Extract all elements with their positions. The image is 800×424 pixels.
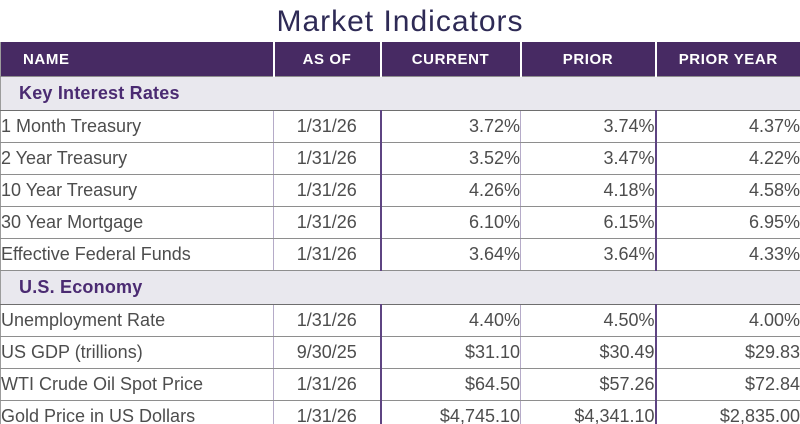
cell-name: WTI Crude Oil Spot Price	[0, 368, 274, 401]
cell-current: 3.64%	[380, 238, 521, 271]
col-header-current: CURRENT	[379, 42, 521, 77]
cell-name: 2 Year Treasury	[0, 142, 274, 175]
cell-name: 1 Month Treasury	[0, 110, 274, 143]
cell-as-of: 9/30/25	[273, 336, 382, 369]
cell-prior-year: $29.83	[655, 336, 800, 369]
table-row: 30 Year Mortgage 1/31/26 6.10% 6.15% 6.9…	[0, 206, 800, 239]
cell-current: 3.72%	[380, 110, 521, 143]
cell-current: 4.26%	[380, 174, 521, 207]
cell-name: 30 Year Mortgage	[0, 206, 274, 239]
indicators-table: NAME AS OF CURRENT PRIOR PRIOR YEAR Key …	[0, 42, 800, 424]
col-header-prior-year: PRIOR YEAR	[654, 42, 800, 77]
cell-as-of: 1/31/26	[273, 400, 382, 424]
table-row: Gold Price in US Dollars 1/31/26 $4,745.…	[0, 400, 800, 424]
cell-name: 10 Year Treasury	[0, 174, 274, 207]
table-row: Effective Federal Funds 1/31/26 3.64% 3.…	[0, 238, 800, 271]
cell-prior-year: $72.84	[655, 368, 800, 401]
cell-current: 4.40%	[380, 304, 521, 337]
cell-current: 6.10%	[380, 206, 521, 239]
cell-current: $64.50	[380, 368, 521, 401]
cell-current: $4,745.10	[380, 400, 521, 424]
cell-prior: 4.50%	[520, 304, 657, 337]
cell-prior: $30.49	[520, 336, 657, 369]
cell-as-of: 1/31/26	[273, 174, 382, 207]
section-row-key-interest-rates: Key Interest Rates	[0, 76, 800, 111]
cell-current: 3.52%	[380, 142, 521, 175]
cell-as-of: 1/31/26	[273, 238, 382, 271]
page-title: Market Indicators	[276, 5, 524, 38]
cell-name: Gold Price in US Dollars	[0, 400, 274, 424]
cell-prior-year: 4.33%	[655, 238, 800, 271]
section-label: Key Interest Rates	[0, 76, 800, 111]
section-label: U.S. Economy	[0, 270, 800, 305]
table-row: 1 Month Treasury 1/31/26 3.72% 3.74% 4.3…	[0, 110, 800, 143]
cell-prior: 3.74%	[520, 110, 657, 143]
cell-as-of: 1/31/26	[273, 142, 382, 175]
cell-prior: 4.18%	[520, 174, 657, 207]
col-header-prior: PRIOR	[519, 42, 656, 77]
cell-name: US GDP (trillions)	[0, 336, 274, 369]
cell-as-of: 1/31/26	[273, 304, 382, 337]
col-header-name: NAME	[0, 42, 274, 77]
table-row: 10 Year Treasury 1/31/26 4.26% 4.18% 4.5…	[0, 174, 800, 207]
table-header-row: NAME AS OF CURRENT PRIOR PRIOR YEAR	[0, 42, 800, 77]
cell-prior-year: 4.22%	[655, 142, 800, 175]
table-row: WTI Crude Oil Spot Price 1/31/26 $64.50 …	[0, 368, 800, 401]
cell-prior-year: 6.95%	[655, 206, 800, 239]
cell-current: $31.10	[380, 336, 521, 369]
cell-prior-year: 4.58%	[655, 174, 800, 207]
cell-as-of: 1/31/26	[273, 368, 382, 401]
col-header-as-of: AS OF	[272, 42, 381, 77]
cell-name: Unemployment Rate	[0, 304, 274, 337]
cell-as-of: 1/31/26	[273, 206, 382, 239]
cell-name: Effective Federal Funds	[0, 238, 274, 271]
cell-prior: 3.64%	[520, 238, 657, 271]
cell-prior: 3.47%	[520, 142, 657, 175]
section-row-us-economy: U.S. Economy	[0, 270, 800, 305]
cell-prior-year: 4.37%	[655, 110, 800, 143]
table-row: Unemployment Rate 1/31/26 4.40% 4.50% 4.…	[0, 304, 800, 337]
cell-prior: $4,341.10	[520, 400, 657, 424]
cell-prior-year: $2,835.00	[655, 400, 800, 424]
cell-prior: 6.15%	[520, 206, 657, 239]
cell-prior-year: 4.00%	[655, 304, 800, 337]
table-row: US GDP (trillions) 9/30/25 $31.10 $30.49…	[0, 336, 800, 369]
table-row: 2 Year Treasury 1/31/26 3.52% 3.47% 4.22…	[0, 142, 800, 175]
cell-as-of: 1/31/26	[273, 110, 382, 143]
cell-prior: $57.26	[520, 368, 657, 401]
